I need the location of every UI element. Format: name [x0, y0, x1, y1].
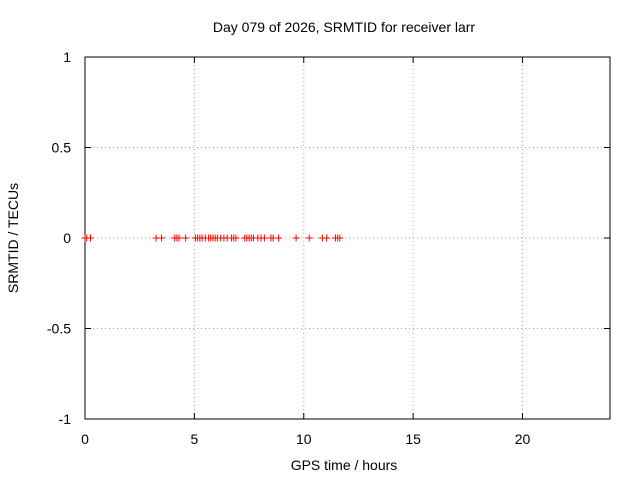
data-point [336, 234, 344, 242]
y-axis-title: SRMTID / TECUs [5, 183, 21, 293]
x-tick-label: 20 [515, 431, 531, 447]
chart-title: Day 079 of 2026, SRMTID for receiver lar… [213, 19, 476, 35]
data-point [275, 234, 283, 242]
data-point [182, 234, 190, 242]
y-tick-label: 0 [63, 230, 71, 246]
data-point [260, 234, 268, 242]
data-point [158, 234, 166, 242]
x-axis-title: GPS time / hours [291, 457, 398, 473]
x-tick-label: 0 [81, 431, 89, 447]
data-point [86, 234, 94, 242]
y-tick-labels: -1 -0.5 0 0.5 1 [47, 49, 71, 427]
data-point [292, 234, 300, 242]
data-point [305, 234, 313, 242]
x-tick-label: 15 [405, 431, 421, 447]
x-tick-label: 5 [190, 431, 198, 447]
y-tick-label: 0.5 [52, 140, 72, 156]
data-point [232, 234, 240, 242]
x-tick-label: 10 [296, 431, 312, 447]
y-tick-label: 1 [63, 49, 71, 65]
y-tick-label: -0.5 [47, 321, 71, 337]
data-point [323, 234, 331, 242]
x-tick-labels: 0 5 10 15 20 [81, 431, 530, 447]
y-tick-label: -1 [59, 411, 72, 427]
data-point [175, 234, 183, 242]
data-points [81, 234, 344, 242]
